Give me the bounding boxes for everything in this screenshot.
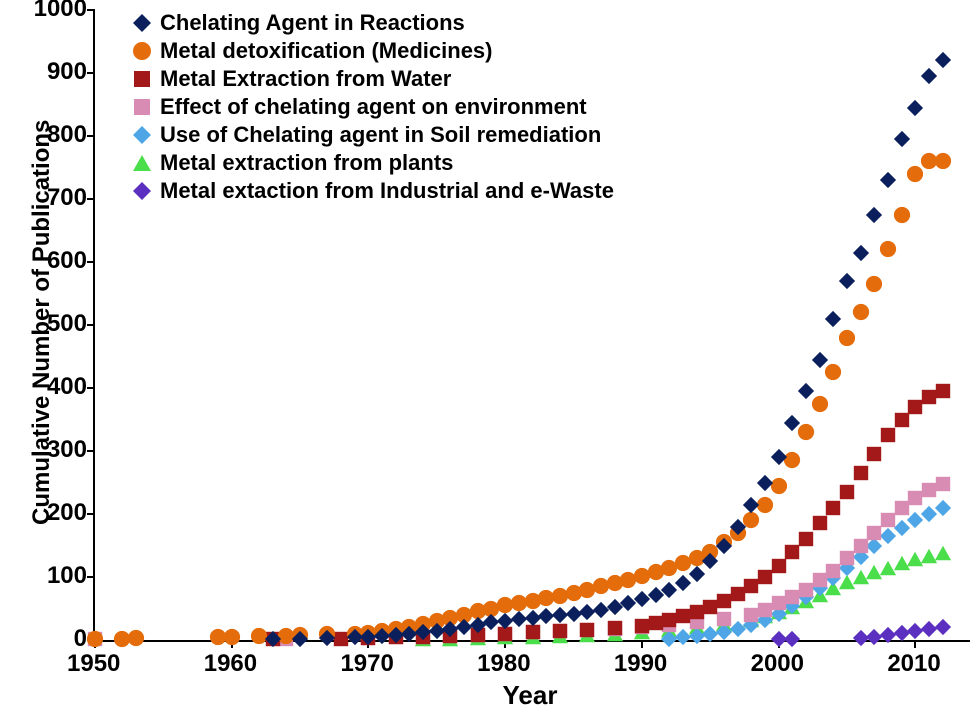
publications-chart: 1950196019701980199020002010010020030040… xyxy=(0,0,979,717)
y-tick xyxy=(87,324,95,326)
data-point xyxy=(770,448,788,466)
data-point xyxy=(893,130,911,148)
y-tick-label: 100 xyxy=(39,562,87,590)
data-point xyxy=(865,445,883,463)
data-point xyxy=(756,474,774,492)
legend-item: Chelating Agent in Reactions xyxy=(130,10,614,36)
triangle-icon xyxy=(130,151,154,175)
data-point xyxy=(797,382,815,400)
x-tick xyxy=(914,640,916,648)
data-point xyxy=(824,499,842,517)
chart-legend: Chelating Agent in ReactionsMetal detoxi… xyxy=(130,10,614,206)
data-point xyxy=(783,414,801,432)
legend-item: Metal Extraction from Water xyxy=(130,66,614,92)
legend-label: Metal extaction from Industrial and e-Wa… xyxy=(160,178,614,204)
x-tick-label: 1960 xyxy=(204,650,257,678)
x-tick-label: 1970 xyxy=(340,650,393,678)
x-tick-label: 2010 xyxy=(887,650,940,678)
data-point xyxy=(879,171,897,189)
circle-icon xyxy=(130,39,154,63)
data-point xyxy=(838,483,856,501)
data-point xyxy=(715,537,733,555)
x-tick-label: 2000 xyxy=(751,650,804,678)
data-point xyxy=(934,618,952,636)
data-point xyxy=(606,619,624,637)
legend-label: Metal extraction from plants xyxy=(160,150,453,176)
data-point xyxy=(797,530,815,548)
data-point xyxy=(223,628,241,646)
x-tick xyxy=(641,640,643,648)
data-point xyxy=(920,67,938,85)
data-point xyxy=(934,544,952,562)
data-point xyxy=(291,630,309,648)
data-point xyxy=(127,629,145,647)
x-tick-label: 1950 xyxy=(67,650,120,678)
data-point xyxy=(865,206,883,224)
y-tick xyxy=(87,135,95,137)
data-point xyxy=(906,99,924,117)
data-point xyxy=(852,244,870,262)
data-point xyxy=(934,499,952,517)
data-point xyxy=(852,303,870,321)
legend-label: Use of Chelating agent in Soil remediati… xyxy=(160,122,601,148)
data-point xyxy=(852,464,870,482)
y-tick xyxy=(87,72,95,74)
y-tick xyxy=(87,198,95,200)
data-point xyxy=(934,51,952,69)
legend-item: Metal extaction from Industrial and e-Wa… xyxy=(130,178,614,204)
data-point xyxy=(264,630,282,648)
diamond-icon xyxy=(130,123,154,147)
legend-label: Chelating Agent in Reactions xyxy=(160,10,465,36)
diamond-icon xyxy=(130,179,154,203)
legend-label: Effect of chelating agent on environment xyxy=(160,94,587,120)
square-icon xyxy=(130,67,154,91)
data-point xyxy=(783,630,801,648)
x-tick-label: 1980 xyxy=(477,650,530,678)
data-point xyxy=(742,496,760,514)
x-axis-title: Year xyxy=(503,680,558,711)
y-tick xyxy=(87,450,95,452)
data-point xyxy=(811,514,829,532)
legend-item: Metal detoxification (Medicines) xyxy=(130,38,614,64)
data-point xyxy=(729,518,747,536)
y-tick xyxy=(87,576,95,578)
legend-label: Metal Extraction from Water xyxy=(160,66,451,92)
data-point xyxy=(824,310,842,328)
y-tick xyxy=(87,387,95,389)
y-tick xyxy=(87,9,95,11)
data-point xyxy=(879,426,897,444)
y-tick-label: 0 xyxy=(67,625,87,653)
square-icon xyxy=(130,95,154,119)
y-tick-label: 1000 xyxy=(25,0,87,23)
data-point xyxy=(86,630,104,648)
x-tick-label: 1990 xyxy=(614,650,667,678)
legend-item: Effect of chelating agent on environment xyxy=(130,94,614,120)
legend-item: Metal extraction from plants xyxy=(130,150,614,176)
data-point xyxy=(934,152,952,170)
y-tick xyxy=(87,261,95,263)
data-point xyxy=(578,621,596,639)
legend-label: Metal detoxification (Medicines) xyxy=(160,38,493,64)
diamond-icon xyxy=(130,11,154,35)
data-point xyxy=(865,275,883,293)
y-tick-label: 900 xyxy=(39,58,87,86)
data-point xyxy=(318,629,336,647)
data-point xyxy=(879,240,897,258)
data-point xyxy=(811,351,829,369)
data-point xyxy=(934,475,952,493)
data-point xyxy=(893,206,911,224)
legend-item: Use of Chelating agent in Soil remediati… xyxy=(130,122,614,148)
data-point xyxy=(701,552,719,570)
data-point xyxy=(934,382,952,400)
data-point xyxy=(838,329,856,347)
y-axis-title: Cumulative Number of Publications xyxy=(28,120,56,525)
data-point xyxy=(838,272,856,290)
y-tick xyxy=(87,513,95,515)
